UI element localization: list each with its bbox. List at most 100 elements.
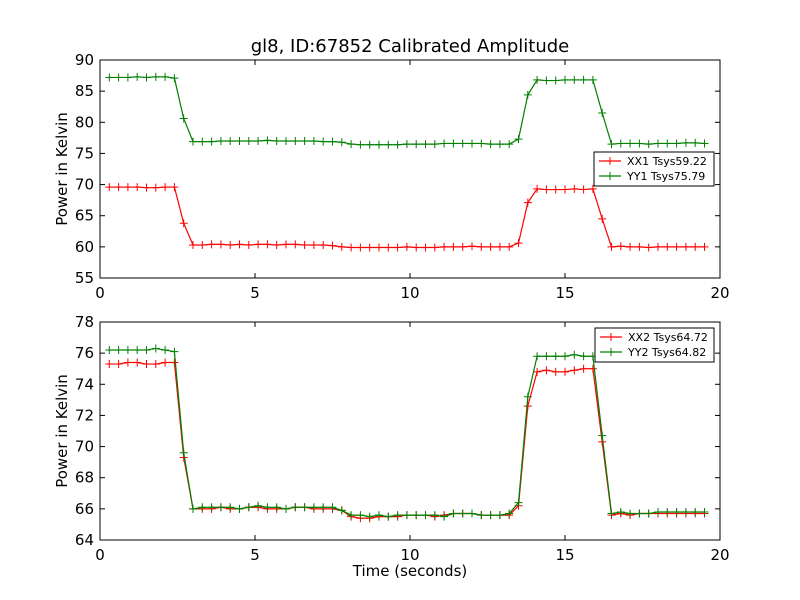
data-point <box>198 503 207 512</box>
data-point <box>216 503 225 512</box>
data-point <box>151 360 160 369</box>
y-tick-label: 78 <box>75 313 94 331</box>
data-point <box>254 501 263 510</box>
data-point <box>616 242 625 251</box>
data-point <box>644 509 653 518</box>
data-point <box>105 360 114 369</box>
series-line-1 <box>109 186 705 249</box>
data-point <box>570 184 579 193</box>
data-point <box>616 139 625 148</box>
data-point <box>384 512 393 521</box>
data-point <box>356 511 365 520</box>
data-point <box>542 366 551 375</box>
data-point <box>607 242 616 251</box>
data-point <box>542 185 551 194</box>
data-point <box>607 140 616 149</box>
data-point <box>505 140 514 149</box>
data-point <box>179 219 188 228</box>
y-tick-label: 72 <box>75 406 94 424</box>
data-point <box>328 503 337 512</box>
data-point <box>291 503 300 512</box>
data-point <box>142 346 151 355</box>
x-tick-label: 5 <box>250 546 260 564</box>
data-point <box>588 364 597 373</box>
data-point <box>579 364 588 373</box>
data-point <box>263 503 272 512</box>
data-point <box>495 242 504 251</box>
data-point <box>105 183 114 192</box>
data-point <box>105 346 114 355</box>
data-point <box>142 360 151 369</box>
data-point <box>309 240 318 249</box>
data-point <box>523 198 532 207</box>
data-point <box>207 137 216 146</box>
data-point <box>533 367 542 376</box>
data-point <box>486 242 495 251</box>
x-tick-label: 20 <box>710 284 729 302</box>
y-tick-label: 66 <box>75 500 94 518</box>
data-point <box>300 240 309 249</box>
lower-plot: 0 5 10 15 20 64 66 68 70 72 74 76 78 Power in Kelvin T… <box>53 313 730 580</box>
data-point <box>226 136 235 145</box>
data-point <box>412 140 421 149</box>
data-point <box>402 511 411 520</box>
legend-marker <box>607 333 615 341</box>
data-point <box>421 140 430 149</box>
legend-label: YY1 Tsys75.79 <box>626 170 705 183</box>
legend-label: YY2 Tsys64.82 <box>627 346 706 359</box>
data-point <box>319 240 328 249</box>
x-tick-label: 20 <box>710 546 729 564</box>
data-point <box>179 114 188 123</box>
data-point <box>393 511 402 520</box>
data-point <box>272 240 281 249</box>
data-point <box>319 137 328 146</box>
data-point <box>421 243 430 252</box>
data-point <box>114 346 123 355</box>
data-point <box>644 140 653 149</box>
data-point <box>672 242 681 251</box>
data-point <box>458 242 467 251</box>
data-point <box>691 138 700 147</box>
data-point <box>189 504 197 513</box>
data-point <box>244 503 253 512</box>
data-point <box>523 392 532 401</box>
data-point <box>402 140 411 149</box>
legend-label: XX1 Tsys59.22 <box>627 155 707 168</box>
data-point <box>672 139 681 148</box>
data-point <box>570 75 579 84</box>
data-point <box>579 185 588 194</box>
data-point <box>207 503 216 512</box>
data-point <box>235 504 244 513</box>
x-tick-label: 15 <box>555 284 574 302</box>
data-point <box>626 509 635 518</box>
data-point <box>700 139 709 148</box>
data-point <box>393 243 402 252</box>
data-point <box>151 344 160 353</box>
data-point <box>161 72 170 81</box>
x-tick-label: 15 <box>555 546 574 564</box>
data-point <box>458 139 467 148</box>
data-point <box>449 139 458 148</box>
data-point <box>644 243 653 252</box>
data-point <box>551 185 560 194</box>
data-point <box>375 140 383 149</box>
data-point <box>421 511 430 520</box>
data-point <box>263 136 272 145</box>
data-point <box>123 73 132 82</box>
data-point <box>626 242 635 251</box>
data-point <box>588 184 597 193</box>
y-tick-label: 55 <box>75 269 94 287</box>
data-point <box>319 503 328 512</box>
data-point <box>654 242 662 251</box>
data-point <box>533 352 542 361</box>
x-tick-label: 10 <box>400 284 419 302</box>
data-point <box>142 183 151 192</box>
data-point <box>635 509 644 518</box>
data-point <box>681 138 690 147</box>
data-point <box>551 76 560 85</box>
data-point <box>114 360 123 369</box>
data-point <box>588 75 597 84</box>
upper-plot: 0 5 10 15 20 55 60 65 70 75 80 85 90 Power in Kelvin X… <box>53 51 730 302</box>
data-point <box>570 350 579 359</box>
